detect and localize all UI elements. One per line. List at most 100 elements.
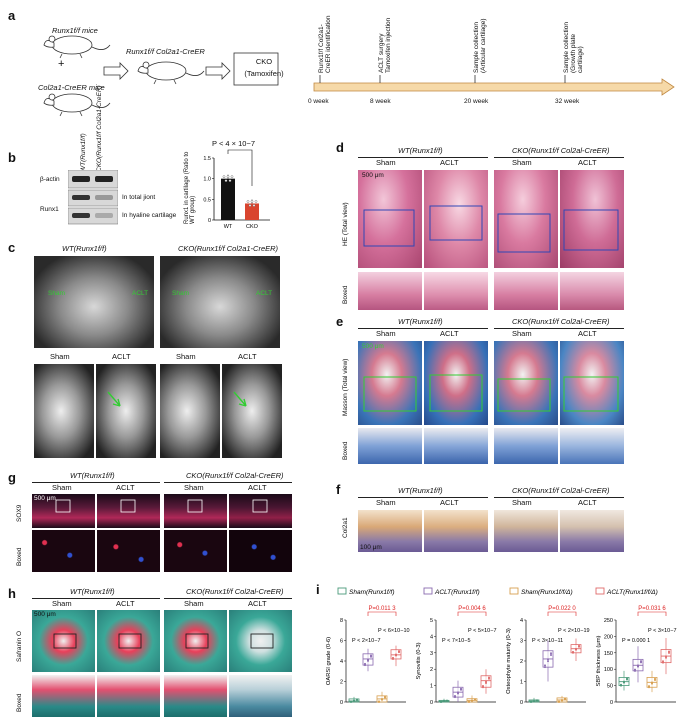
g-cko-bar [164,482,292,483]
he-boxed-cko-sham [494,272,558,310]
he-wt-sham [358,170,422,268]
i-ytick-label: 4 [340,659,343,665]
i-point [665,656,667,659]
f-cko-bar [494,497,624,498]
g-row1-label: SOX9 [16,504,23,522]
event-8: ACLT surgery Tamoxifen injection [378,17,392,73]
h-sham-1: Sham [52,599,72,608]
timeline-bar [313,78,675,96]
sox9-boxed-cko-sham [164,530,227,572]
i-ylabel: OARSI grade (0-6) [326,637,332,685]
i-point [544,664,546,667]
safranin-cko-sham [164,610,227,672]
e-sham-1: Sham [376,329,396,338]
d-cko-header: CKO(Runx1f/f Col2al-CreER) [512,146,610,155]
d-aclt-2: ACLT [578,158,597,167]
blot-sub-total: In total jiont [122,194,156,201]
arrow-2 [205,62,231,80]
i-ytick-label: 1 [520,680,523,686]
i-red-pvalue: P=0.004 6 [458,606,486,612]
i-legend-label: Sham(Runx1f/f/Δ) [521,589,573,596]
b-point [226,175,230,178]
d-wt-header: WT(Runx1f/f) [398,146,443,155]
i-red-pvalue: P=0.011 3 [368,606,396,612]
h-row2-label: Boxed [16,693,23,712]
i-point [620,683,622,686]
col2a1-cko-aclt [560,510,624,552]
timeline [313,75,675,96]
panel-label-b: b [8,150,16,165]
i-legend-swatch [423,587,433,595]
b-point [228,179,232,182]
i-ytick-label: 4 [520,618,523,624]
i-point [578,644,580,647]
i-ytick-label: 100 [604,667,613,673]
he-cko-aclt [560,170,624,268]
i-point [637,664,639,667]
i-point [668,650,670,653]
i-ylabel: Osteophyte maturity (0-3) [506,628,512,694]
mouse-schematic [43,35,279,117]
b-ytick-label: 0 [208,218,211,224]
safranin-boxed-wt-sham [32,675,95,717]
he-boxed-wt-sham [358,272,422,310]
i-ylabel: Synovitis (0-3) [416,642,422,679]
c-sham-1: Sham [50,352,70,361]
cko-box [233,52,279,86]
i-point [530,700,532,703]
col2a1-cko-sham [494,510,558,552]
i-pvalue-2: P < 3×10−7 [648,628,677,634]
b-point [222,175,226,178]
xray-knee-cko-aclt [222,364,282,458]
blot-row-actin: β-actin [40,176,60,183]
i-red-bracket [457,611,487,616]
i-legend-swatch [337,587,347,595]
i-point [474,698,476,701]
i-point [558,700,560,703]
i-legend-swatch [595,587,605,595]
i-ytick-label: 50 [607,684,613,690]
i-legend-label: Sham(Runx1f/f) [349,589,395,596]
h-wt-header: WT(Runx1f/f) [70,587,115,596]
i-ytick-label: 2 [520,659,523,665]
i-pvalue-1: P = 0.000 1 [622,638,650,644]
g-sham-2: Sham [184,483,204,492]
tamoxifen-label: (Tamoxifen) [244,69,284,78]
i-point [468,700,470,703]
c-wt-sham-tag: Sham [48,290,65,297]
f-cko-header: CKO(Runx1f/f Col2al-CreER) [512,486,610,495]
i-red-pvalue: P=0.031 6 [638,606,666,612]
e-wt-bar [358,328,488,329]
masson-boxed-cko-aclt [560,428,624,464]
i-point [564,697,566,700]
arrow-1 [103,62,129,80]
xray-knee-wt-sham [34,364,94,458]
d-sham-2: Sham [512,158,532,167]
he-boxed-wt-aclt [424,272,488,310]
i-ytick-label: 5 [430,618,433,624]
i-point [547,658,549,661]
scoring-box-plots: Sham(Runx1f/f) ACLT(Runx1f/f) Sham(Runx1f/… [326,587,677,706]
i-point [550,652,552,655]
d-wt-bar [358,157,488,158]
e-sham-2: Sham [512,329,532,338]
i-point [482,684,484,687]
c-wt-aclt-tag: ACLT [132,290,149,297]
week-8: 8 week [370,98,391,105]
f-wt-header: WT(Runx1f/f) [398,486,443,495]
mouse1-label: Runx1f/f mice [52,26,98,35]
mouse3-label: Runx1f/f Col2a1-CreER [126,47,205,56]
runx1-bar-chart: 0 0.5 1.0 1.5 WT CKO [203,149,270,230]
i-point [378,700,380,703]
f-row-label: Col2a1 [342,517,349,538]
xray-wt [34,256,154,348]
c-aclt-2: ACLT [238,352,257,361]
blot-row-runx1: Runx1 [40,206,59,213]
panel-label-a: a [8,8,16,23]
i-ytick-label: 250 [604,618,613,624]
sox9-boxed-wt-sham [32,530,95,572]
i-ytick-label: 200 [604,634,613,640]
i-point [662,660,664,663]
i-point [370,654,372,657]
